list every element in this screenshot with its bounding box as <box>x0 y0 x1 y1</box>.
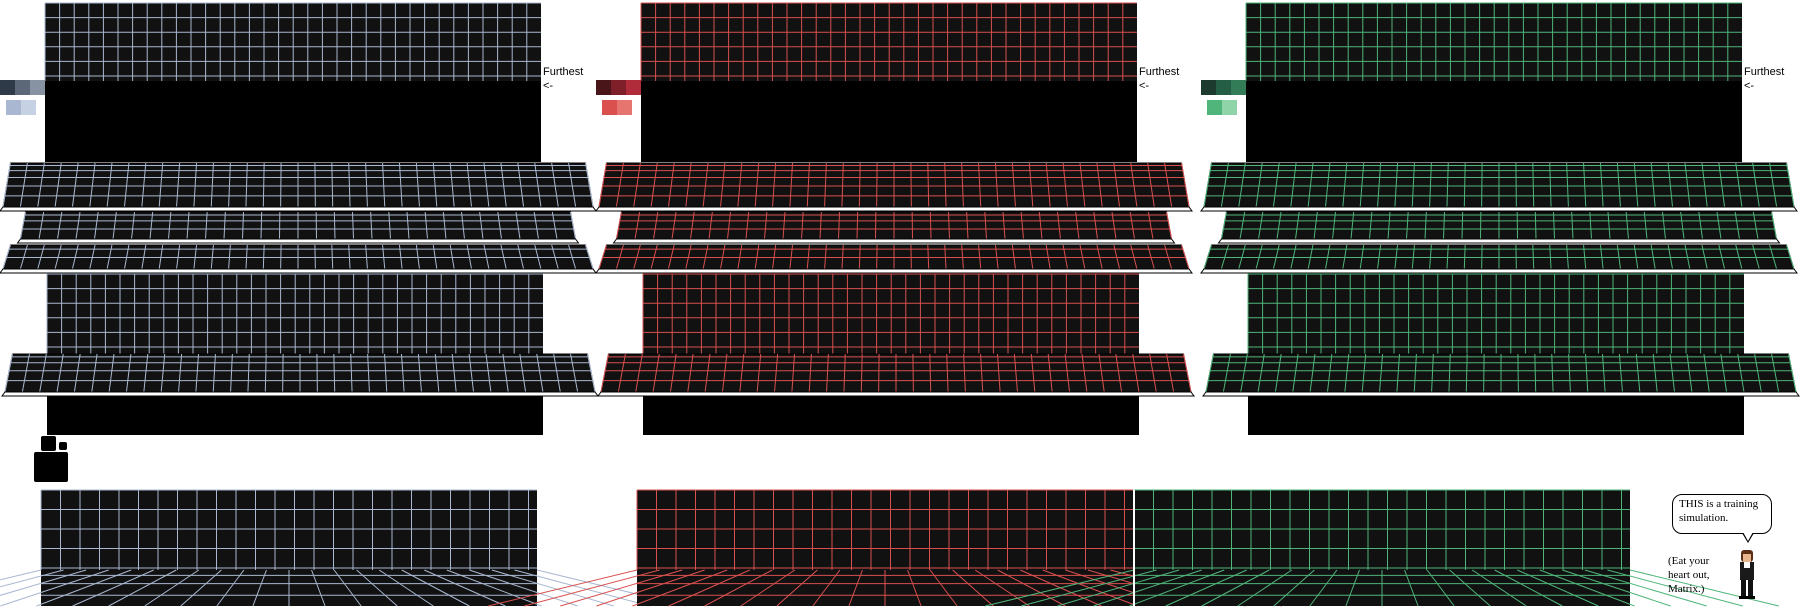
tileset-column-blue <box>0 2 599 435</box>
palette-swatch-red-1 <box>611 80 626 95</box>
backdrop-red <box>641 81 1137 162</box>
furthest-label-blue: Furthest <box>543 66 584 78</box>
backdrop-blue <box>45 81 541 162</box>
base-blue <box>47 396 543 435</box>
character-sprite-icon <box>1739 550 1755 599</box>
palette-swatch-green-2 <box>1231 80 1246 95</box>
furthest-label-red: Furthest <box>1139 66 1180 78</box>
palette-swatch-blue-3 <box>6 100 21 115</box>
palette-swatch-green-3 <box>1207 100 1222 115</box>
base-red <box>643 396 1139 435</box>
arrow-label-green: <- <box>1744 80 1755 92</box>
palette-swatch-blue-2 <box>30 80 45 95</box>
block-large <box>34 452 68 482</box>
arrow-label-blue: <- <box>543 80 554 92</box>
furthest-label-green: Furthest <box>1744 66 1785 78</box>
palette-swatch-red-2 <box>626 80 641 95</box>
palette-swatch-green-1 <box>1216 80 1231 95</box>
palette-swatch-red-0 <box>596 80 611 95</box>
black-blocks <box>34 436 68 482</box>
palette-swatch-blue-1 <box>15 80 30 95</box>
palette-swatch-blue-0 <box>0 80 15 95</box>
palette-swatch-green-4 <box>1222 100 1237 115</box>
palette-swatch-green-0 <box>1201 80 1216 95</box>
speech-bubble: THIS is a training simulation. <box>1672 494 1772 534</box>
speech-bubble-text: THIS is a training simulation. <box>1679 498 1759 524</box>
palette-swatch-red-3 <box>602 100 617 115</box>
tileset-column-red <box>595 2 1195 435</box>
block-small <box>41 436 56 451</box>
backdrop-green <box>1246 81 1742 162</box>
tileset-column-green <box>1200 2 1800 435</box>
aside-caption: (Eat your heart out, Matrix.) <box>1668 555 1710 595</box>
palette-swatch-red-4 <box>617 100 632 115</box>
bottom-strips <box>0 489 1779 607</box>
base-green <box>1248 396 1744 435</box>
block-tiny <box>59 442 67 450</box>
arrow-label-red: <- <box>1139 80 1150 92</box>
speech-bubble-tail <box>1742 532 1754 543</box>
palette-swatch-blue-4 <box>21 100 36 115</box>
